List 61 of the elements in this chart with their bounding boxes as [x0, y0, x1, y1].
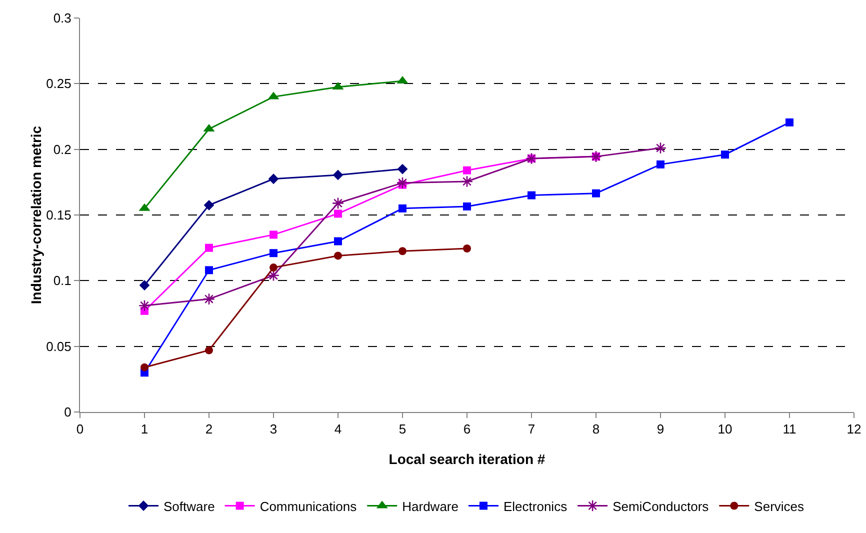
point	[460, 175, 474, 188]
point	[463, 244, 471, 252]
point	[398, 247, 406, 256]
x-tick-label: 9	[656, 422, 664, 437]
y-tick-label: 0.2	[53, 142, 72, 157]
x-tick-label: 0	[76, 422, 84, 437]
point	[786, 118, 794, 126]
point	[204, 200, 214, 210]
point	[202, 293, 216, 306]
y-tick-label: 0.1	[53, 273, 72, 288]
point	[332, 170, 344, 180]
point	[334, 237, 342, 246]
legend-label: Communications	[260, 498, 358, 514]
legend-label: Software	[164, 498, 215, 514]
point	[332, 197, 344, 210]
point	[463, 202, 471, 210]
y-tick-label: 0	[64, 404, 72, 420]
legend-label: Electronics	[503, 498, 568, 514]
point	[270, 264, 278, 272]
point	[528, 191, 536, 200]
point	[397, 164, 408, 174]
y-axis-title: Industry-correlation metric	[28, 126, 44, 304]
point	[140, 363, 148, 372]
x-tick-label: 5	[398, 422, 406, 437]
point	[396, 176, 409, 189]
point	[656, 160, 664, 168]
x-tick-label: 10	[718, 422, 732, 437]
point	[139, 280, 150, 290]
point	[398, 204, 406, 212]
point	[721, 150, 729, 159]
x-tick-label: 11	[782, 422, 796, 437]
point	[205, 244, 213, 252]
point	[268, 174, 279, 184]
point	[334, 210, 342, 218]
x-tick-label: 2	[205, 422, 213, 437]
y-tick-label: 0.3	[53, 10, 72, 26]
x-tick-label: 1	[140, 422, 148, 437]
legend-label: SemiConductors	[612, 498, 710, 514]
point	[334, 252, 342, 260]
x-tick-label: 4	[334, 422, 342, 437]
y-tick-label: 0.15	[46, 208, 72, 223]
x-tick-label: 3	[270, 422, 278, 437]
y-tick-label: 0.25	[46, 76, 72, 92]
legend-label: Services	[754, 498, 805, 514]
point	[205, 346, 213, 354]
point	[592, 189, 600, 198]
legend-label: Hardware	[402, 498, 458, 514]
point	[270, 249, 278, 258]
point	[205, 266, 213, 274]
x-tick-label: 8	[592, 422, 600, 437]
point	[525, 152, 538, 165]
point	[590, 150, 602, 163]
x-tick-label: 7	[528, 422, 536, 437]
x-tick-label: 12	[846, 422, 862, 437]
point	[138, 300, 151, 312]
point	[654, 142, 667, 154]
y-tick-label: 0.05	[46, 338, 72, 354]
point	[463, 166, 471, 174]
point	[270, 230, 278, 239]
x-tick-label: 6	[463, 422, 471, 437]
x-axis-title: Local search iteration #	[388, 451, 546, 467]
